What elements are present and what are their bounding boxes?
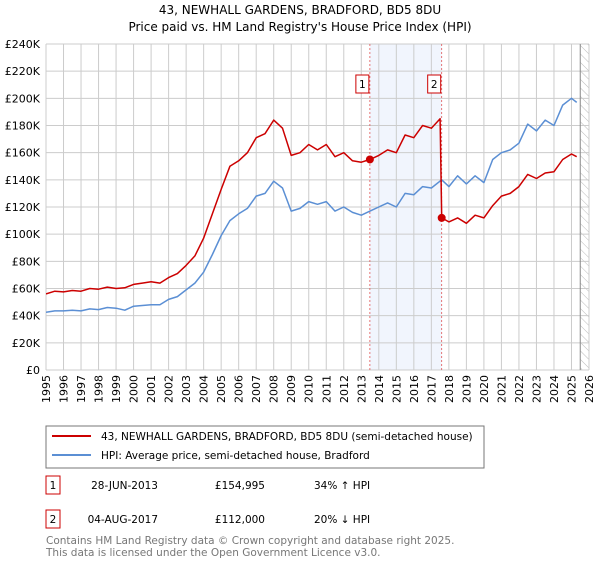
y-tick-label: £220K bbox=[5, 65, 41, 78]
x-tick-label: 2014 bbox=[373, 375, 386, 403]
transaction-marker-box bbox=[45, 509, 61, 529]
sale-label: 2 bbox=[431, 79, 438, 91]
x-tick-label: 2012 bbox=[338, 375, 351, 403]
sale-point bbox=[437, 213, 446, 222]
y-tick-label: £200K bbox=[5, 92, 41, 105]
x-tick-label: 2019 bbox=[460, 375, 473, 403]
chart-title: 43, NEWHALL GARDENS, BRADFORD, BD5 8DU bbox=[159, 3, 441, 17]
chart-subtitle: Price paid vs. HM Land Registry's House … bbox=[128, 20, 471, 34]
x-tick-label: 2003 bbox=[180, 375, 193, 403]
legend-box bbox=[45, 425, 485, 469]
x-tick-label: 2010 bbox=[303, 375, 316, 403]
transaction-hpi: 20% ↓ HPI bbox=[314, 514, 370, 526]
x-tick-label: 1997 bbox=[75, 375, 88, 403]
sale-label-box bbox=[355, 74, 370, 94]
x-tick-label: 2013 bbox=[355, 375, 368, 403]
x-tick-label: 2005 bbox=[215, 375, 228, 403]
x-tick-label: 2024 bbox=[548, 375, 561, 403]
transaction-hpi: 34% ↑ HPI bbox=[314, 480, 370, 492]
transaction-date: 04-AUG-2017 bbox=[88, 514, 158, 526]
hpi-line bbox=[46, 97, 578, 314]
legend-label-hpi: HPI: Average price, semi-detached house,… bbox=[101, 450, 370, 462]
x-tick-label: 2007 bbox=[250, 375, 263, 403]
property-price-line bbox=[46, 117, 578, 295]
y-tick-label: £240K bbox=[5, 38, 41, 51]
x-tick-label: 2000 bbox=[128, 375, 141, 403]
x-tick-label: 2016 bbox=[408, 375, 421, 403]
transaction-marker: 1 bbox=[50, 480, 57, 492]
x-tick-label: 1995 bbox=[40, 375, 53, 403]
legend-label-property: 43, NEWHALL GARDENS, BRADFORD, BD5 8DU (… bbox=[101, 431, 473, 443]
y-tick-label: £80K bbox=[12, 255, 41, 268]
x-tick-label: 2002 bbox=[163, 375, 176, 403]
sale-label: 1 bbox=[359, 79, 366, 91]
transaction-price: £112,000 bbox=[215, 514, 265, 526]
sale-label-box bbox=[427, 74, 442, 94]
footer-licence: This data is licensed under the Open Gov… bbox=[45, 547, 381, 559]
footer-copyright: Contains HM Land Registry data © Crown c… bbox=[46, 535, 454, 547]
x-tick-label: 2025 bbox=[565, 375, 578, 403]
x-tick-label: 2006 bbox=[233, 375, 246, 403]
y-tick-label: £0 bbox=[26, 364, 40, 377]
transaction-marker-box bbox=[45, 475, 61, 495]
x-tick-label: 2004 bbox=[198, 375, 211, 403]
y-tick-label: £180K bbox=[5, 120, 41, 133]
x-tick-label: 2011 bbox=[320, 375, 333, 403]
y-tick-label: £140K bbox=[5, 174, 41, 187]
transaction-row: 1 28-JUN-2013 £154,995 34% ↑ HPI bbox=[45, 475, 370, 495]
x-tick-label: 2022 bbox=[513, 375, 526, 403]
y-tick-label: £100K bbox=[5, 228, 41, 241]
x-tick-label: 2008 bbox=[268, 375, 281, 403]
sale-point bbox=[365, 155, 374, 164]
x-tick-label: 2026 bbox=[583, 375, 596, 403]
x-tick-label: 1999 bbox=[110, 375, 123, 403]
x-tick-label: 2001 bbox=[145, 375, 158, 403]
x-tick-label: 2015 bbox=[390, 375, 403, 403]
x-tick-label: 2021 bbox=[495, 375, 508, 403]
y-tick-label: £120K bbox=[5, 201, 41, 214]
transaction-row: 2 04-AUG-2017 £112,000 20% ↓ HPI bbox=[45, 509, 370, 529]
transaction-date: 28-JUN-2013 bbox=[91, 480, 158, 492]
x-tick-label: 2020 bbox=[478, 375, 491, 403]
y-tick-label: £160K bbox=[5, 147, 41, 160]
transaction-price: £154,995 bbox=[215, 480, 265, 492]
x-tick-label: 1998 bbox=[93, 375, 106, 403]
transaction-marker: 2 bbox=[50, 514, 57, 526]
y-tick-label: £20K bbox=[12, 337, 41, 350]
x-tick-label: 2023 bbox=[530, 375, 543, 403]
x-tick-label: 2017 bbox=[425, 375, 438, 403]
x-tick-label: 1996 bbox=[58, 375, 71, 403]
series-group bbox=[46, 97, 578, 314]
x-tick-label: 2009 bbox=[285, 375, 298, 403]
x-tick-label: 2018 bbox=[443, 375, 456, 403]
y-tick-label: £40K bbox=[12, 310, 41, 323]
y-tick-label: £60K bbox=[12, 283, 41, 296]
